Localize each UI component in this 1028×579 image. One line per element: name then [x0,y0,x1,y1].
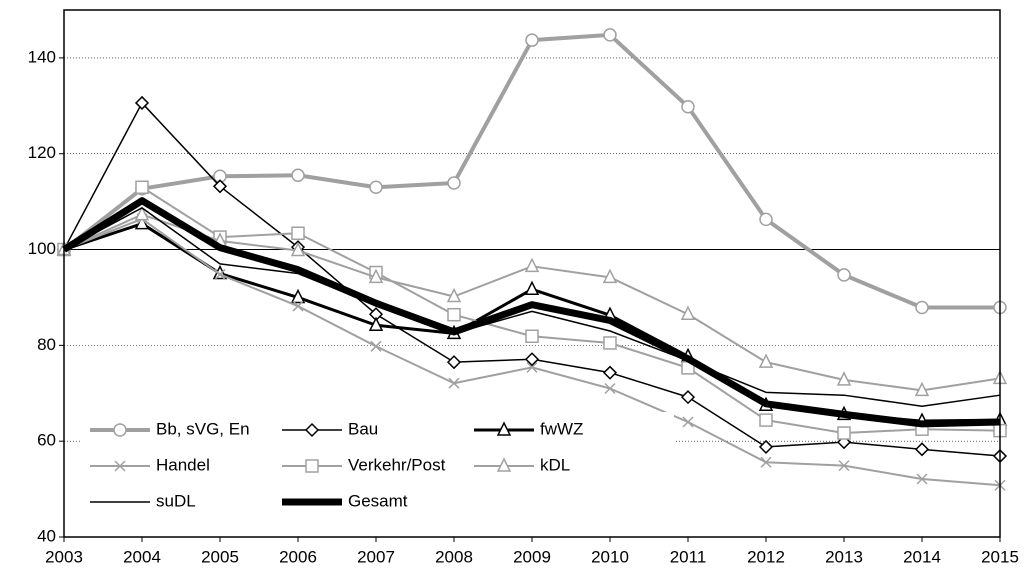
point-marker [525,329,539,344]
legend-label: Verkehr/Post [348,455,446,474]
point-marker [914,381,930,397]
y-tick-label: 140 [28,47,56,66]
legend-marker [496,457,512,472]
point-marker [758,439,774,454]
x-tick-label: 2006 [279,547,317,566]
point-marker [760,456,772,468]
point-marker [759,212,773,227]
y-tick-label: 60 [37,431,56,450]
x-tick-label: 2004 [123,547,161,566]
point-marker [524,280,540,296]
x-tick-label: 2012 [747,547,785,566]
point-marker [604,382,616,395]
x-tick-label: 2014 [903,547,941,566]
point-marker [837,426,851,440]
legend-marker [113,423,127,437]
point-marker [836,371,852,386]
y-tick-label: 80 [37,335,56,354]
point-marker [291,168,305,183]
point-marker [134,205,150,221]
legend-marker [114,460,126,472]
point-marker [681,100,695,114]
legend-label: suDL [156,491,196,510]
point-marker [524,257,540,273]
series-line [63,186,1001,435]
y-tick-label: 120 [28,143,56,162]
point-marker [603,28,617,42]
point-marker [448,377,460,389]
legend: Bb, sVG, En Bau fwWZ Handel Verkehr/Post kDL s… [82,412,674,524]
point-marker [290,288,306,304]
x-tick-label: 2009 [513,547,551,566]
y-tick-label: 40 [37,526,56,545]
legend-label: Bb, sVG, En [156,419,250,438]
point-marker [603,336,617,350]
point-marker [368,316,384,331]
x-tick-label: 2010 [591,547,629,566]
point-marker [758,353,774,368]
legend-marker [305,459,319,473]
point-marker [212,179,228,194]
x-tick-label: 2011 [670,547,707,566]
point-marker [134,95,150,111]
point-marker [680,390,696,405]
point-marker [447,176,461,190]
x-tick-label: 2015 [981,547,1019,566]
legend-background [82,412,674,524]
point-marker [916,473,928,485]
legend-label: Gesamt [348,491,408,510]
point-marker [525,33,539,47]
point-marker [292,300,304,312]
legend-label: fwWZ [540,419,583,438]
x-tick-label: 2003 [45,547,83,566]
point-marker [526,361,538,373]
x-tick-label: 2007 [357,547,395,566]
point-marker [602,268,618,284]
point-marker [524,352,540,367]
x-tick-label: 2008 [435,547,473,566]
point-marker [680,305,696,320]
point-marker [291,226,305,241]
point-marker [602,365,618,380]
point-marker [214,268,226,280]
point-marker [369,180,383,195]
point-marker [290,241,306,257]
y-tick-label: 100 [28,239,56,258]
series-line [62,197,1001,428]
series-line [63,207,1001,407]
point-marker [915,300,929,315]
point-marker [446,355,462,370]
plot-frame [63,9,1001,538]
legend-marker [304,422,320,438]
point-marker [837,268,851,282]
point-marker [368,268,384,284]
point-marker [370,340,382,352]
point-marker [838,460,850,472]
point-marker [446,287,462,303]
x-tick-label: 2013 [825,547,863,566]
point-marker [914,442,930,457]
point-marker [759,413,773,427]
legend-marker [496,421,512,436]
legend-label: kDL [540,455,570,474]
legend-label: Handel [156,455,210,474]
point-marker [447,307,461,322]
legend-label: Bau [348,419,378,438]
point-marker [682,416,694,428]
x-tick-label: 2005 [201,547,239,566]
point-marker [135,180,149,195]
